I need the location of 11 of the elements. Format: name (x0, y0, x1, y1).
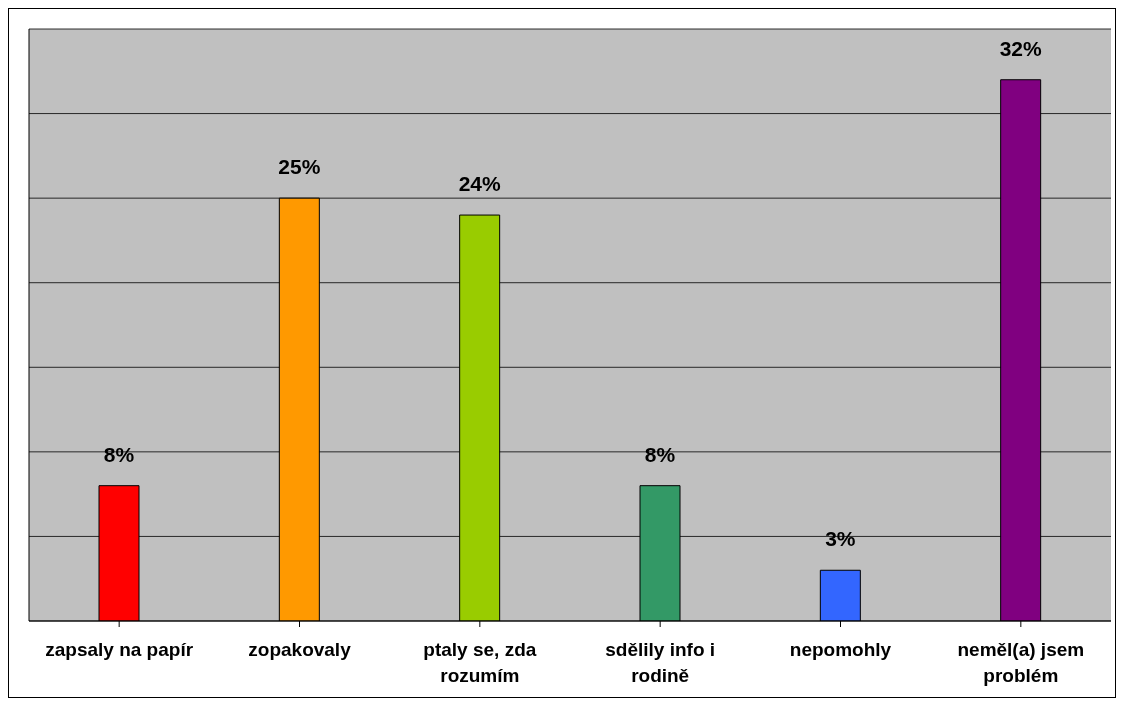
data-label: 32% (999, 36, 1043, 60)
x-tick-label: sdělily info i rodině (605, 639, 716, 687)
data-label: 8% (103, 442, 135, 466)
x-tick-label: zopakovaly (248, 639, 352, 661)
data-label: 8% (644, 442, 676, 466)
data-label: 24% (458, 172, 502, 196)
x-tick-label: neměl(a) jsem problém (957, 639, 1085, 687)
data-label: 25% (278, 155, 321, 179)
x-tick-label: zapsaly na papír (45, 639, 194, 661)
x-tick-label: nepomohly (789, 639, 892, 661)
x-tick-label: ptaly se, zda rozumím (423, 639, 537, 687)
